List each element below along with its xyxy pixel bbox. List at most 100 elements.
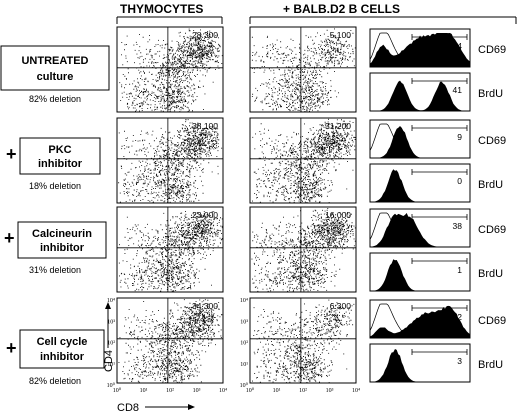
brdu-histogram: 41 BrdU: [369, 72, 503, 112]
dot-cloud: [118, 211, 223, 292]
thymocyte-dot-plot: 28.300: [116, 26, 224, 113]
gate-percentage: 0: [457, 176, 462, 186]
cd69-label: CD69: [478, 135, 506, 147]
histogram-fill: [370, 80, 470, 111]
y-tick-label: 10³: [107, 319, 115, 325]
header-bcells: + BALB.D2 B CELLS: [283, 2, 400, 16]
gate-percentage: 1: [457, 265, 462, 275]
quadrant-percentage: 6.300: [330, 301, 352, 311]
thymocyte-dot-plot: 38.100: [116, 117, 224, 204]
x-tick-label: 10¹: [140, 388, 148, 394]
cd69-label: CD69: [478, 224, 506, 236]
dot-cloud: [118, 119, 223, 203]
quadrant-percentage: 16.000: [325, 210, 351, 220]
dot-cloud: [251, 208, 356, 292]
dot-cloud: [252, 118, 356, 203]
gate-percentage: 38: [453, 221, 463, 231]
plot-frame: [249, 206, 357, 293]
y-tick-label: 10¹: [107, 362, 115, 368]
y-tick-label: 10⁴: [240, 298, 248, 304]
y-axis-label: CD4: [103, 350, 115, 372]
brdu-histogram: 1 BrdU: [369, 252, 503, 292]
x-tick-label: 10⁴: [219, 388, 227, 394]
dot-cloud: [118, 299, 223, 383]
gate-percentage: 72: [453, 312, 463, 322]
quadrant-percentage: 38.100: [192, 121, 218, 131]
x-tick-label: 10⁰: [246, 387, 255, 394]
cd69-histogram: 38 CD69: [369, 208, 506, 248]
histogram-fill: [370, 349, 470, 382]
brdu-histogram: 0 BrdU: [369, 163, 503, 203]
condition-calcineurin: + Calcineurin inhibitor 31% deletion: [4, 221, 107, 275]
histogram-fill: [370, 259, 470, 291]
deletion-text: 18% deletion: [29, 181, 81, 191]
y-axis-arrowhead: [105, 302, 111, 309]
gate-percentage: 41: [453, 85, 463, 95]
thymocyte-dot-plot: 34.300: [116, 297, 224, 384]
cd69-histogram: 72 CD69: [369, 299, 506, 339]
y-tick-label: 10⁰: [107, 382, 116, 389]
y-tick-label: 10²: [240, 341, 248, 347]
condition-box: [0, 45, 110, 91]
gate-percentage: 84: [453, 41, 463, 51]
bcell-dot-plot: 16.000: [249, 206, 357, 293]
y-tick-label: 10⁴: [107, 298, 115, 304]
x-tick-label: 10⁰: [113, 387, 122, 394]
dot-cloud: [119, 28, 223, 113]
bcell-dot-plot: 6.300: [249, 297, 357, 384]
condition-cell-cycle: + Cell cycle inhibitor 82% deletion: [6, 329, 105, 386]
plot-frame: [249, 26, 357, 113]
brdu-histogram: 3 BrdU: [369, 343, 503, 383]
x-tick-label: 10³: [326, 388, 334, 394]
y-tick-label: 10⁰: [240, 382, 249, 389]
bcell-dot-plot: 31.200: [249, 117, 357, 204]
x-axis-arrowhead: [188, 404, 195, 410]
y-tick-label: 10¹: [240, 362, 248, 368]
gate-percentage: 3: [457, 356, 462, 366]
cd69-histogram: 9 CD69: [369, 119, 506, 159]
condition-box: [17, 221, 107, 259]
header-thymocytes: THYMOCYTES: [120, 2, 203, 16]
thymocyte-dot-plot: 23.000: [116, 206, 224, 293]
brdu-label: BrdU: [478, 268, 503, 280]
brdu-label: BrdU: [478, 88, 503, 100]
dot-cloud: [251, 28, 356, 112]
x-tick-label: 10²: [299, 388, 307, 394]
quadrant-percentage: 5.100: [330, 30, 352, 40]
brdu-label: BrdU: [478, 359, 503, 371]
cd69-label: CD69: [478, 44, 506, 56]
quadrant-percentage: 31.200: [325, 121, 351, 131]
x-tick-label: 10¹: [273, 388, 281, 394]
condition-line2: culture: [37, 71, 74, 83]
condition-box: [19, 137, 101, 175]
deletion-text: 31% deletion: [29, 265, 81, 275]
x-axis-label: CD8: [117, 402, 139, 414]
plus-sign: +: [6, 338, 17, 358]
quadrant-percentage: 28.300: [192, 30, 218, 40]
plot-frame: [249, 117, 357, 204]
quadrant-percentage: 23.000: [192, 210, 218, 220]
condition-line2: inhibitor: [40, 351, 85, 363]
condition-box: [19, 329, 105, 369]
bcell-dot-plot: 5.100: [249, 26, 357, 113]
x-tick-label: 10²: [166, 388, 174, 394]
histogram-frame: [369, 119, 471, 159]
condition-line1: PKC: [48, 144, 71, 156]
condition-line2: inhibitor: [40, 242, 85, 254]
quadrant-percentage: 34.300: [192, 301, 218, 311]
histogram-fill: [370, 126, 470, 158]
plus-sign: +: [4, 228, 15, 248]
condition-line1: Calcineurin: [32, 228, 92, 240]
brdu-label: BrdU: [478, 179, 503, 191]
condition-line2: inhibitor: [38, 158, 83, 170]
histogram-fill: [370, 169, 470, 202]
cd69-histogram: 84 CD69: [369, 28, 506, 68]
cd69-label: CD69: [478, 315, 506, 327]
histogram-fill: [370, 305, 470, 338]
deletion-text: 82% deletion: [29, 376, 81, 386]
condition-pkc: + PKC inhibitor 18% deletion: [6, 137, 101, 191]
condition-line1: Cell cycle: [37, 336, 88, 348]
histogram-fill: [370, 33, 470, 67]
